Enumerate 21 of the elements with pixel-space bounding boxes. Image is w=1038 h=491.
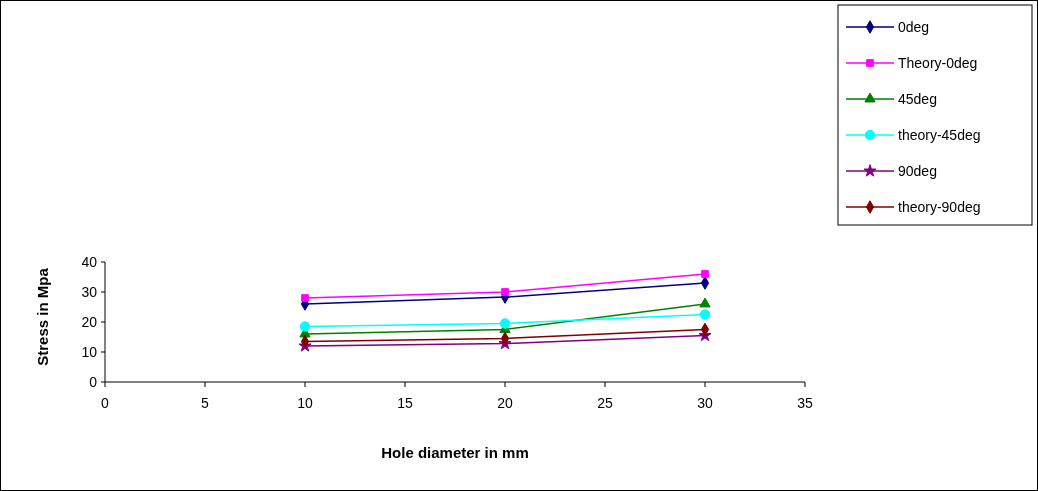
legend-label: 45deg	[898, 90, 937, 107]
legend-label: theory-90deg	[898, 198, 981, 215]
legend-label: Theory-0deg	[898, 54, 978, 71]
y-tick-label: 40	[81, 253, 98, 270]
legend-label: theory-45deg	[898, 126, 981, 143]
x-tick-label: 35	[797, 395, 813, 411]
x-tick-label: 10	[297, 395, 313, 411]
legend-label: 0deg	[898, 18, 930, 35]
x-tick-label: 30	[697, 395, 713, 411]
legend-label: 90deg	[898, 162, 937, 179]
x-tick-label: 20	[497, 395, 513, 411]
x-tick-label: 5	[201, 395, 210, 411]
x-tick-label: 25	[597, 395, 613, 411]
y-tick-label: 30	[81, 283, 98, 300]
y-axis-title: Stress in Mpa	[34, 267, 51, 366]
y-tick-label: 0	[89, 373, 98, 390]
x-tick-label: 0	[101, 395, 110, 411]
y-tick-label: 10	[81, 343, 98, 360]
y-tick-label: 20	[81, 313, 98, 330]
x-tick-label: 15	[397, 395, 413, 411]
x-axis-title: Hole diameter in mm	[381, 444, 529, 461]
